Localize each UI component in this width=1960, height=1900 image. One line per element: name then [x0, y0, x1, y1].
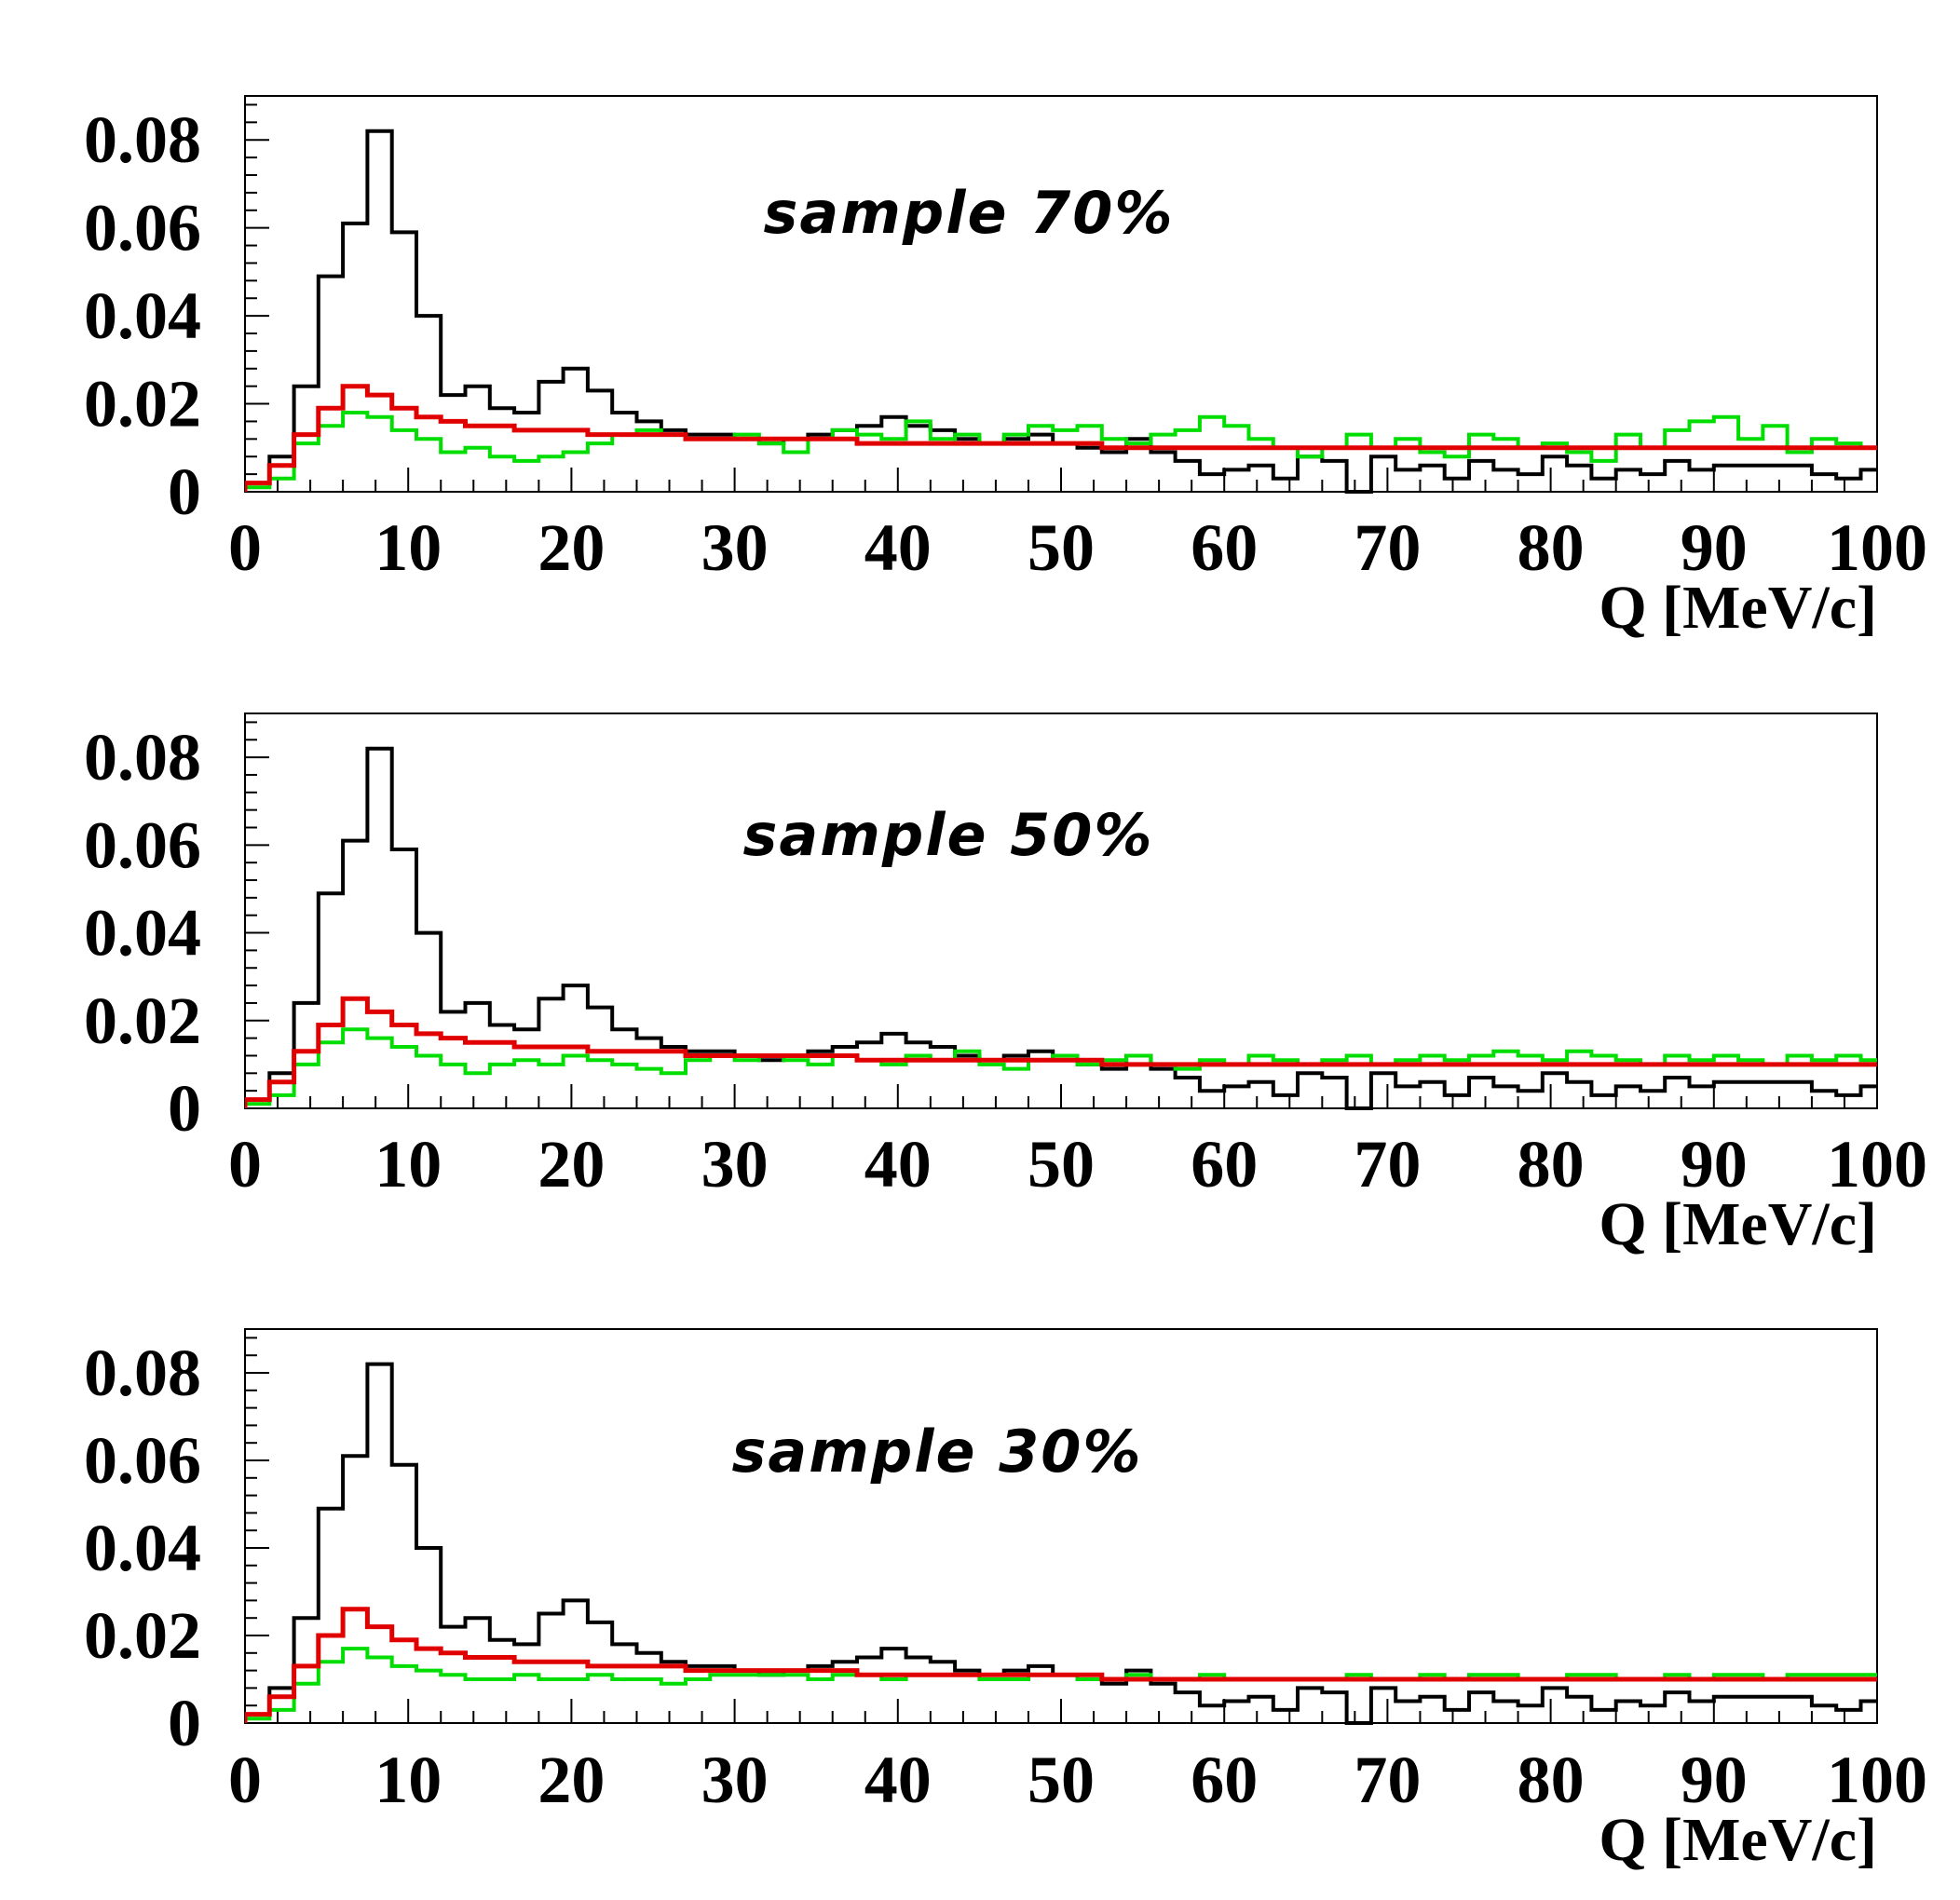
plot-frame [244, 1328, 1878, 1724]
x-tick-label: 100 [1827, 1743, 1927, 1817]
x-axis-title: Q [MeV/c] [1599, 574, 1877, 642]
x-tick-label: 10 [374, 1127, 442, 1201]
y-tick-label: 0.02 [84, 984, 201, 1058]
plot-frame [244, 712, 1878, 1109]
x-tick-label: 80 [1518, 1127, 1585, 1201]
y-tick-label: 0.06 [84, 1423, 201, 1498]
x-tick-label: 10 [374, 1743, 442, 1817]
x-tick-label: 80 [1518, 510, 1585, 585]
y-tick-label: 0.08 [84, 102, 201, 177]
y-tick-label: 0.06 [84, 808, 201, 882]
panel-title: sample 30% [731, 1418, 1142, 1486]
chart-panel-3: 0 10 20 30 40 50 60 70 80 90 100 0 0.02 0.04 0.06 0.08 Q… [84, 1328, 1927, 1874]
panel-title: sample 70% [763, 179, 1174, 247]
y-tick-label: 0 [168, 455, 201, 529]
y-tick-label: 0 [168, 1071, 201, 1146]
x-tick-label: 10 [374, 510, 442, 585]
histogram-series-green [245, 1027, 1877, 1108]
x-axis-title: Q [MeV/c] [1599, 1190, 1877, 1258]
histogram-series-red [245, 996, 1877, 1108]
y-tick-label: 0.04 [84, 896, 201, 970]
x-tick-label: 20 [538, 510, 605, 585]
x-tick-label: 90 [1681, 510, 1748, 585]
x-tick-label: 70 [1354, 1743, 1421, 1817]
x-tick-label: 40 [864, 1743, 932, 1817]
y-tick-label: 0.08 [84, 1336, 201, 1410]
x-tick-label: 0 [228, 1127, 262, 1201]
x-tick-label: 30 [701, 1743, 769, 1817]
panel-title: sample 50% [742, 801, 1153, 869]
x-tick-label: 60 [1191, 1743, 1258, 1817]
histogram-series-green [245, 1647, 1877, 1723]
x-axis-title: Q [MeV/c] [1599, 1806, 1877, 1874]
histogram-series-red [245, 384, 1877, 492]
y-tick-label: 0.04 [84, 278, 201, 353]
x-tick-label: 90 [1681, 1127, 1748, 1201]
x-tick-label: 50 [1028, 1743, 1095, 1817]
y-tick-label: 0.02 [84, 1598, 201, 1673]
x-tick-label: 40 [864, 1127, 932, 1201]
histogram-series-black [245, 1362, 1877, 1725]
x-tick-label: 50 [1028, 510, 1095, 585]
x-tick-label: 100 [1827, 510, 1927, 585]
x-tick-label: 90 [1681, 1743, 1748, 1817]
x-tick-label: 70 [1354, 510, 1421, 585]
x-tick-label: 70 [1354, 1127, 1421, 1201]
chart-panel-1: 0 10 20 30 40 50 60 70 80 90 100 0 0.02 0.04 0.06 0.08 Q… [84, 95, 1927, 642]
x-tick-label: 100 [1827, 1127, 1927, 1201]
y-tick-label: 0 [168, 1686, 201, 1760]
x-tick-label: 20 [538, 1743, 605, 1817]
plot-frame [244, 95, 1878, 493]
histogram-series-black [245, 746, 1877, 1110]
x-tick-label: 80 [1518, 1743, 1585, 1817]
x-tick-label: 30 [701, 510, 769, 585]
x-tick-label: 40 [864, 510, 932, 585]
x-tick-label: 60 [1191, 1127, 1258, 1201]
y-tick-label: 0.06 [84, 191, 201, 265]
y-tick-label: 0.02 [84, 367, 201, 441]
y-tick-label: 0.08 [84, 720, 201, 794]
x-tick-label: 20 [538, 1127, 605, 1201]
x-tick-label: 50 [1028, 1127, 1095, 1201]
histogram-series-red [245, 1607, 1877, 1723]
x-tick-label: 60 [1191, 510, 1258, 585]
chart-panel-2: 0 10 20 30 40 50 60 70 80 90 100 0 0.02 0.04 0.06 0.08 Q… [84, 712, 1927, 1258]
x-tick-label: 0 [228, 1743, 262, 1817]
y-tick-label: 0.04 [84, 1511, 201, 1585]
x-tick-label: 0 [228, 510, 262, 585]
x-tick-label: 30 [701, 1127, 769, 1201]
